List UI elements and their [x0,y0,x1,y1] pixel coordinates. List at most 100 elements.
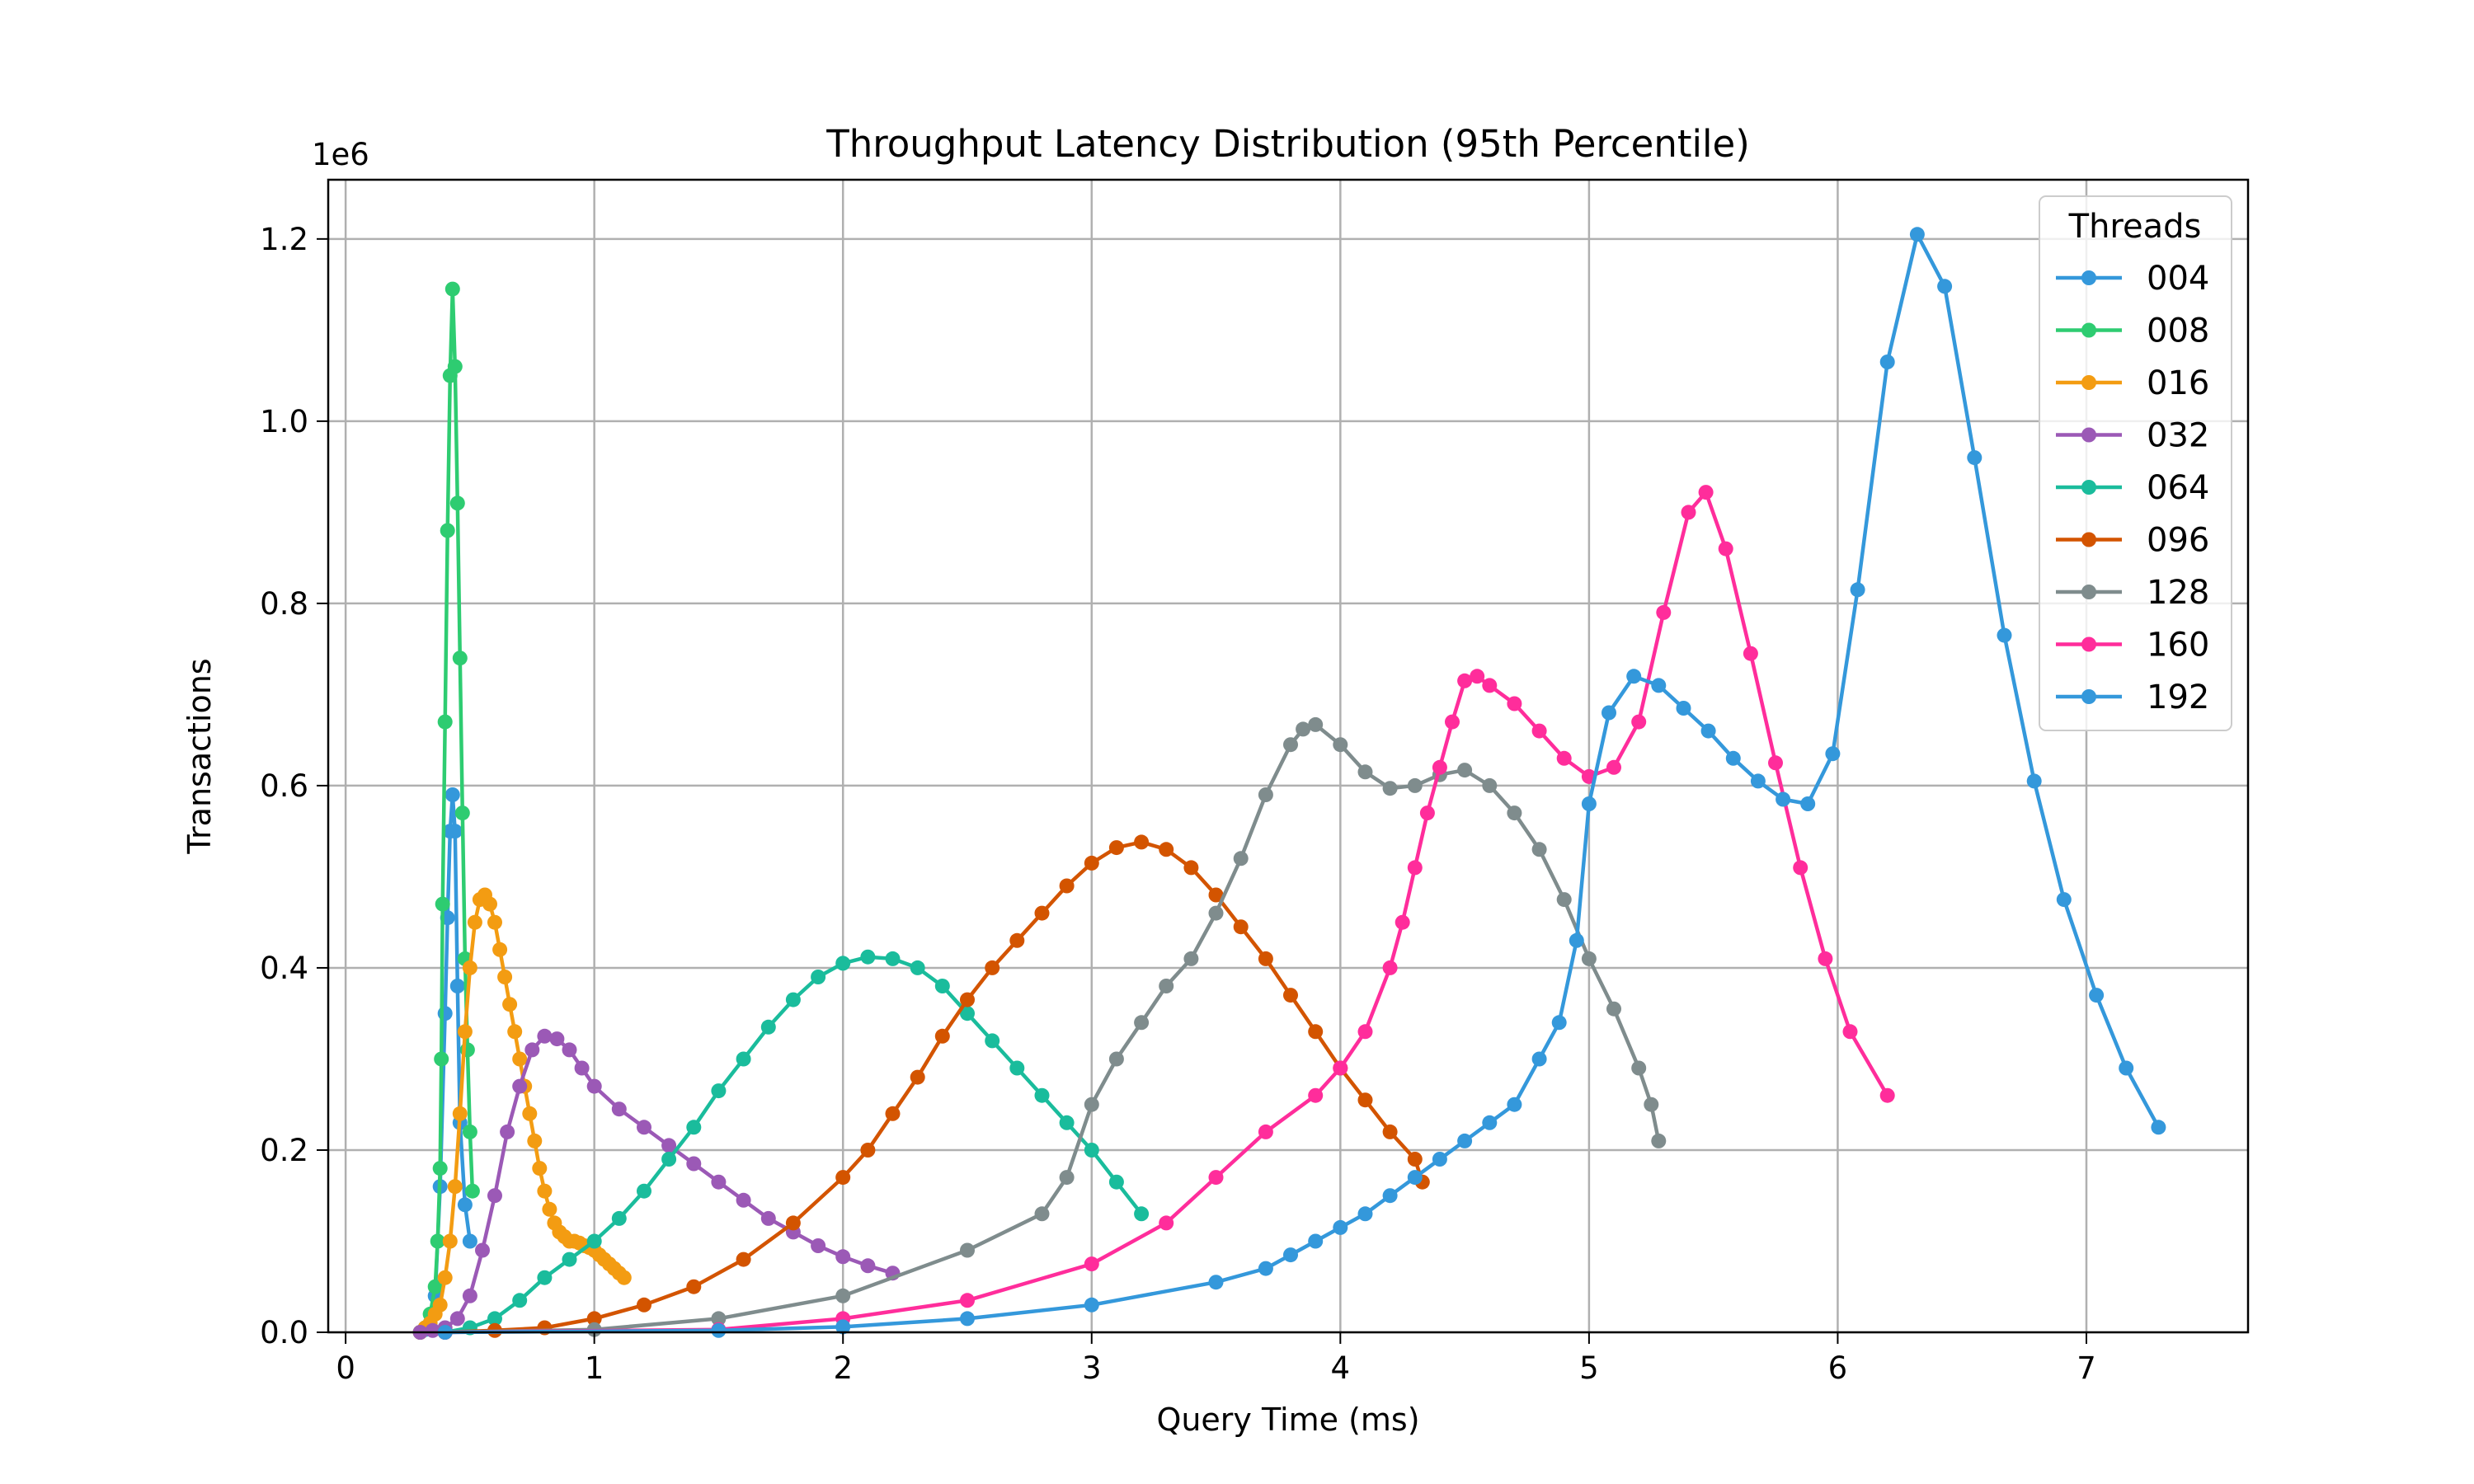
data-point [711,1322,727,1338]
data-point [661,1152,677,1167]
data-point [637,1120,651,1135]
data-point [462,1233,477,1249]
data-point [447,359,463,374]
data-point [686,1156,702,1172]
data-point [1482,1115,1498,1130]
legend-item-096: 096 [2056,522,2209,560]
legend-label: 064 [2147,469,2209,507]
y-tick-label: 1.0 [260,404,308,439]
data-point [711,1174,727,1190]
legend-swatch-marker [2081,689,2096,704]
data-point [686,1120,702,1135]
data-point [860,949,876,965]
data-point [475,1242,490,1258]
data-point [1382,781,1398,796]
data-point [435,896,450,912]
data-point [860,1258,876,1274]
data-point [835,1170,851,1186]
data-point [1651,678,1667,693]
x-tick-label: 6 [1828,1350,1848,1386]
y-axis-multiplier: 1e6 [312,137,369,172]
data-point [835,1319,851,1335]
data-point [1556,750,1572,766]
data-point [2089,988,2105,1003]
data-point [1134,834,1150,850]
legend-item-004: 004 [2056,260,2209,298]
data-point [1159,842,1174,857]
data-point [1034,905,1050,921]
data-point [512,1051,528,1067]
data-point [1308,1024,1324,1040]
data-point [1743,646,1758,661]
data-point [452,1106,468,1121]
x-axis-label: Query Time (ms) [1156,1402,1419,1438]
data-point [427,1279,443,1294]
data-point [1296,721,1311,737]
data-point [487,914,502,930]
x-tick-label: 1 [585,1350,604,1386]
data-point [686,1279,702,1294]
data-point [1034,1087,1050,1103]
data-point [447,824,463,839]
data-point [1159,1215,1174,1231]
data-point [1581,951,1597,966]
legend-item-032: 032 [2056,417,2209,455]
data-point [492,942,508,957]
data-point [1569,932,1584,948]
data-point [1698,485,1714,500]
data-point [1283,1247,1298,1263]
data-point [1407,1170,1423,1186]
data-point [1357,1206,1373,1222]
data-point [507,1024,523,1040]
data-point [549,1031,565,1047]
legend-item-016: 016 [2056,364,2209,402]
data-point [462,1124,477,1139]
data-point [611,1210,627,1226]
data-point [1750,773,1766,789]
legend-label: 004 [2147,260,2209,298]
y-axis-label: Transactions [181,658,218,854]
data-point [910,960,925,975]
data-point [760,1019,776,1035]
data-point [1700,723,1716,739]
data-point [512,1078,528,1094]
data-point [1108,1051,1124,1067]
data-point [736,1192,751,1208]
data-point [457,1197,473,1213]
data-point [637,1183,651,1199]
data-point [447,1179,463,1195]
data-point [464,1183,480,1199]
data-point [1631,1060,1647,1076]
data-point [1676,701,1691,716]
data-point [1432,1152,1447,1167]
x-tick-label: 5 [1579,1350,1599,1386]
legend-label: 008 [2147,312,2209,350]
series-line-008 [419,287,475,1334]
data-point [457,1024,473,1040]
legend-label: 160 [2147,627,2209,665]
y-tick-label: 0.2 [260,1133,308,1168]
data-point [1551,1015,1567,1031]
data-point [437,714,453,730]
data-point [487,1311,502,1327]
data-point [1134,1206,1150,1222]
legend-swatch-marker [2081,270,2096,285]
data-point [1108,840,1124,856]
legend-items: 004 008 016 032 064 096 128 160 192 [2056,260,2209,716]
data-point [711,1083,727,1099]
data-point [1776,791,1791,807]
data-point [1937,279,1953,294]
data-point [586,1233,602,1249]
data-point [449,495,465,511]
data-point [885,1106,901,1121]
data-point [1134,1015,1150,1031]
legend-label: 128 [2147,574,2209,612]
data-point [835,1249,851,1265]
data-point [437,1270,453,1285]
series-layer [412,227,2166,1340]
data-point [537,1183,553,1199]
series-192 [437,227,2166,1340]
data-point [1606,759,1621,775]
data-point [1034,1206,1050,1222]
data-point [1308,1233,1324,1249]
